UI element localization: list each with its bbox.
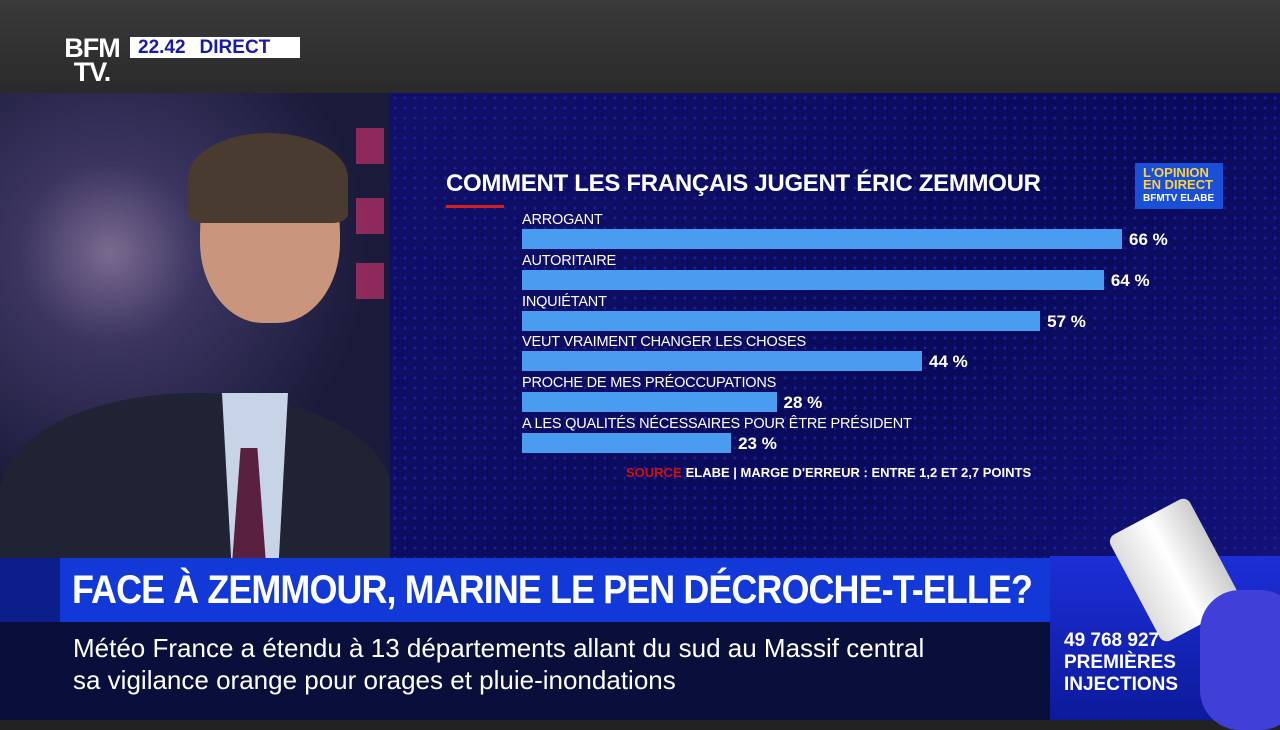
value-label: 57 %	[1047, 311, 1086, 331]
time: 22.42	[138, 36, 186, 58]
decor	[356, 128, 384, 164]
category-label: AUTORITAIRE	[522, 252, 616, 269]
category-label: A LES QUALITÉS NÉCESSAIRES POUR ÊTRE PRÉ…	[522, 416, 912, 432]
bar	[522, 351, 922, 372]
ticker-line-2: sa vigilance orange pour orages et pluie…	[73, 665, 676, 695]
bar	[522, 433, 732, 453]
bar	[522, 269, 1104, 290]
vaccine-counter: 49 768 927 PREMIÈRES INJECTIONS	[1064, 630, 1178, 696]
category-label: VEUT VRAIMENT CHANGER LES CHOSES	[522, 334, 806, 351]
badge-line-3: BFMTV ELABE	[1143, 193, 1215, 204]
logo-line-2: TV.	[73, 57, 112, 87]
presenter-body	[0, 393, 392, 558]
glove-image	[1200, 590, 1280, 730]
value-label: 28 %	[783, 393, 823, 413]
headline-accent	[0, 558, 60, 622]
chart-title: COMMENT LES FRANÇAIS JUGENT ÉRIC ZEMMOUR	[446, 170, 1041, 197]
live-label: DIRECT	[199, 36, 271, 58]
bar	[522, 229, 1122, 249]
presenter-hair	[188, 133, 348, 223]
bar	[522, 392, 777, 413]
opinion-badge: L'OPINION EN DIRECT BFMTV ELABE	[1135, 163, 1223, 209]
vaccine-label-1: PREMIÈRES	[1064, 652, 1176, 673]
category-label: PROCHE DE MES PRÉOCCUPATIONS	[522, 375, 777, 392]
decor	[356, 263, 384, 299]
ticker-line-1: Météo France a étendu à 13 départements …	[73, 633, 925, 663]
decor	[356, 198, 384, 234]
bfmtv-logo: BFM TV.	[60, 33, 124, 87]
badge-line-1: L'OPINION	[1143, 165, 1209, 180]
value-label: 64 %	[1110, 270, 1150, 290]
category-label: INQUIÉTANT	[522, 293, 607, 310]
vaccine-label-2: INJECTIONS	[1064, 674, 1179, 695]
chart-source: SOURCE ELABE | MARGE D'ERREUR : ENTRE 1,2…	[626, 465, 1031, 480]
badge-line-2: EN DIRECT	[1143, 177, 1214, 192]
news-ticker: Météo France a étendu à 13 départements …	[0, 622, 1050, 720]
studio-video	[0, 93, 392, 558]
live-clock: 22.42 DIRECT	[130, 37, 300, 58]
value-label: 44 %	[929, 352, 968, 372]
value-label: 66 %	[1129, 230, 1168, 249]
title-underline	[446, 205, 504, 208]
value-label: 23 %	[738, 434, 777, 453]
headline-text: FACE À ZEMMOUR, MARINE LE PEN DÉCROCHE-T…	[72, 568, 1033, 612]
bar	[522, 310, 1041, 331]
category-label: ARROGANT	[522, 212, 603, 228]
headline-banner: FACE À ZEMMOUR, MARINE LE PEN DÉCROCHE-T…	[60, 558, 1050, 622]
vaccine-count: 49 768 927	[1064, 630, 1160, 651]
logo-line-1: BFM	[64, 33, 120, 63]
source-label: SOURCE	[626, 465, 682, 480]
source-text: ELABE | MARGE D'ERREUR : ENTRE 1,2 ET 2,…	[685, 465, 1032, 480]
